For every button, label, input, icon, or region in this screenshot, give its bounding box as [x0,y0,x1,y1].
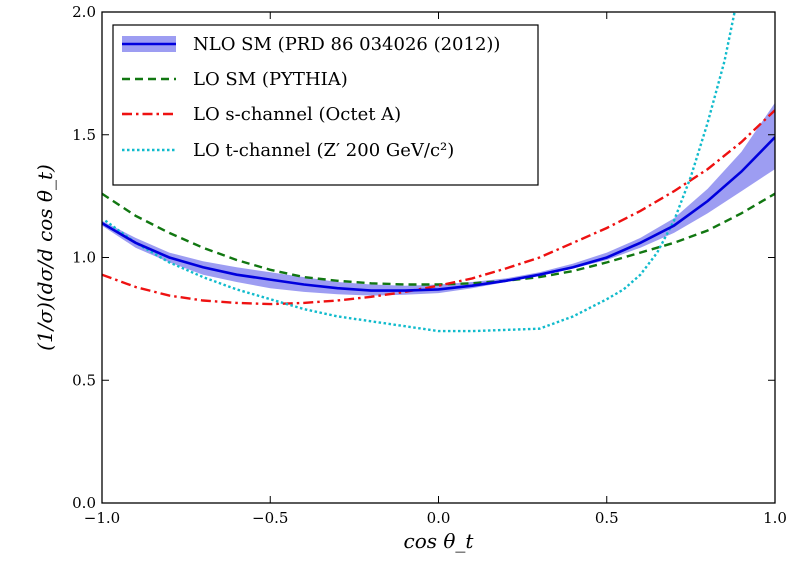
y-tick-label: 2.0 [72,3,96,21]
legend-entry-t-channel: LO t-channel (Z′ 200 GeV/c²) [122,140,454,161]
x-tick-label: −1.0 [84,509,120,527]
x-tick-label: 1.0 [763,509,787,527]
x-tick-label: −0.5 [252,509,288,527]
legend: NLO SM (PRD 86 034026 (2012)) LO SM (PYT… [112,24,539,186]
series-line-s-channel [102,109,775,306]
x-axis-label: cos θ_t [404,529,475,553]
legend-label-t-channel: LO t-channel (Z′ 200 GeV/c²) [193,140,454,161]
x-tick-label: 0.0 [427,509,451,527]
legend-entry-s-channel: LO s-channel (Octet A) [122,104,401,125]
y-tick-label: 1.0 [72,249,96,267]
series-line-nlo-sm [102,136,775,292]
x-tick-label: 0.5 [595,509,619,527]
series-line-lo-sm [102,192,775,286]
y-tick-label: 0.0 [72,494,96,512]
y-tick-label: 0.5 [72,371,96,389]
legend-entry-lo-sm: LO SM (PYTHIA) [122,69,348,90]
legend-label-lo-sm: LO SM (PYTHIA) [193,69,348,90]
legend-label-s-channel: LO s-channel (Octet A) [193,104,401,125]
legend-box [112,24,539,186]
series-line-t-channel [104,12,736,333]
axis-ticks: −1.0 −0.5 0.0 0.5 1.0 0.0 0.5 1.0 1.5 2.0 [72,3,787,527]
legend-entry-nlo-sm: NLO SM (PRD 86 034026 (2012)) [122,34,500,55]
legend-label-nlo-sm: NLO SM (PRD 86 034026 (2012)) [193,34,500,55]
y-axis-label: (1/σ)(dσ/d cos θ_t) [33,164,57,351]
plot-area [102,12,775,333]
y-tick-label: 1.5 [72,126,96,144]
